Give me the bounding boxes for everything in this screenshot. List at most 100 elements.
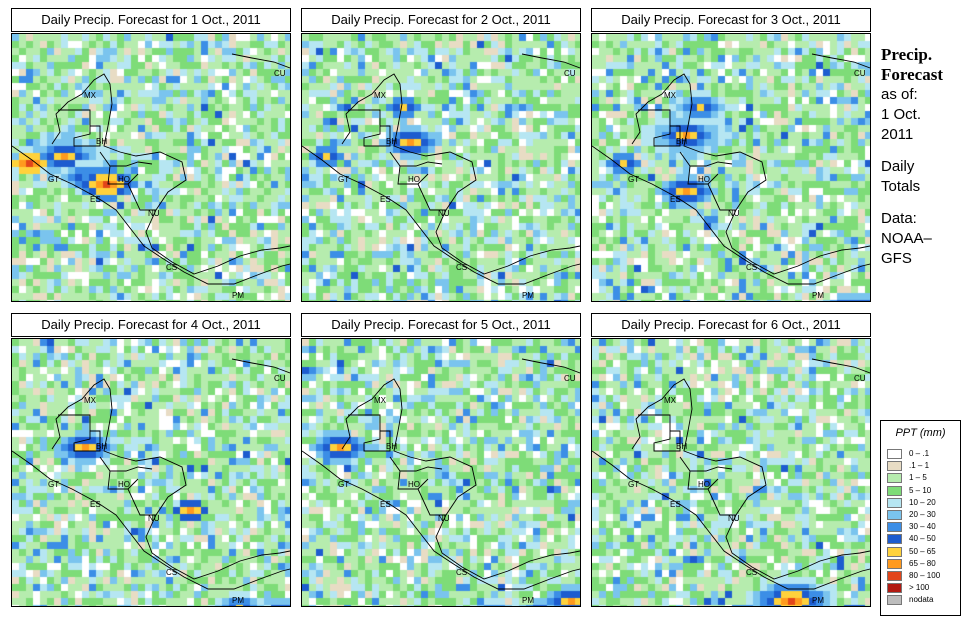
country-label: GT [338, 480, 349, 489]
panel-title: Daily Precip. Forecast for 5 Oct., 2011 [301, 313, 581, 337]
data-line-3: GFS [881, 250, 912, 267]
precip-grid [12, 339, 290, 606]
legend-swatch [887, 485, 902, 496]
country-label: PM [812, 291, 824, 300]
country-label: CS [746, 568, 757, 577]
forecast-info: Precip. Forecast as of: 1 Oct. 2011 Dail… [881, 45, 961, 269]
coastline [12, 450, 290, 590]
forecast-panel-4: Daily Precip. Forecast for 4 Oct., 2011 … [11, 313, 291, 608]
country-border [638, 414, 736, 516]
heading-line-1: Precip. [881, 45, 933, 64]
country-label: PM [522, 596, 534, 605]
legend-swatch [887, 449, 902, 459]
legend-swatch [887, 583, 902, 594]
country-label: NU [728, 209, 740, 218]
panel-title: Daily Precip. Forecast for 1 Oct., 2011 [11, 8, 291, 32]
country-label: ES [670, 500, 681, 509]
precip-map: MX BH GT HO ES NU CS PM CU [301, 33, 581, 302]
country-label: CU [564, 69, 576, 78]
country-label: PM [232, 291, 244, 300]
country-label: CU [854, 69, 866, 78]
map-outline: MX BH GT HO ES NU CS PM CU [302, 358, 580, 605]
country-label: HO [118, 480, 130, 489]
country-label: MX [664, 396, 677, 405]
legend-swatch [887, 473, 902, 484]
coastline [51, 73, 290, 275]
coastline [592, 450, 870, 590]
legend-label: 80 – 100 [909, 571, 941, 580]
legend-swatch [887, 571, 902, 581]
country-label: MX [84, 396, 97, 405]
date-line-2: 2011 [881, 126, 914, 143]
legend-label: .1 – 1 [909, 461, 930, 471]
country-label: GT [48, 480, 59, 489]
legend-swatch [887, 522, 902, 533]
legend-item: nodata [887, 595, 957, 606]
country-border [348, 109, 446, 211]
panel-title: Daily Precip. Forecast for 3 Oct., 2011 [591, 8, 871, 32]
precip-map: MX BH GT HO ES NU CS PM CU [591, 338, 871, 607]
legend-item: 1 – 5 [887, 473, 957, 484]
country-label: NU [148, 209, 160, 218]
legend-item: 20 – 30 [887, 510, 957, 521]
precip-map: MX BH GT HO ES NU CS PM CU [11, 338, 291, 607]
precip-grid [592, 339, 870, 606]
coastline [592, 145, 870, 285]
coastline [302, 450, 580, 590]
country-label: BH [96, 137, 107, 146]
precip-grid [592, 34, 870, 301]
precip-map: MX BH GT HO ES NU CS PM CU [591, 33, 871, 302]
data-line-1: Data: [881, 210, 917, 227]
map-outline: MX BH GT HO ES NU CS PM CU [592, 358, 870, 605]
country-label: CS [456, 568, 467, 577]
country-border [58, 414, 156, 516]
legend-item: .1 – 1 [887, 461, 957, 472]
daily-line-2: Totals [881, 178, 921, 195]
legend-item: > 100 [887, 583, 957, 594]
country-label: ES [380, 195, 391, 204]
coastline [231, 358, 290, 374]
country-border [638, 109, 736, 211]
coastline [631, 378, 870, 580]
legend-item: 30 – 40 [887, 522, 957, 533]
coastline [302, 145, 580, 285]
legend-item: 40 – 50 [887, 534, 957, 545]
country-label: PM [522, 291, 534, 300]
legend-label: 30 – 40 [909, 522, 936, 532]
ppt-legend: PPT (mm) 0 – .1 .1 – 1 1 – 5 5 – 10 10 – 20 2… [880, 420, 961, 616]
country-label: HO [408, 175, 420, 184]
country-label: CS [456, 263, 467, 272]
forecast-panel-5: Daily Precip. Forecast for 5 Oct., 2011 … [301, 313, 581, 608]
heading-line-2: Forecast [881, 65, 943, 84]
coastline [12, 145, 290, 285]
forecast-panel-6: Daily Precip. Forecast for 6 Oct., 2011 … [591, 313, 871, 608]
legend-label: nodata [909, 595, 934, 605]
map-outline: MX BH GT HO ES NU CS PM CU [302, 53, 580, 300]
country-label: CU [274, 374, 286, 383]
legend-swatch [887, 510, 902, 520]
country-label: BH [676, 137, 687, 146]
coastline [521, 358, 580, 374]
map-outline: MX BH GT HO ES NU CS PM CU [12, 358, 290, 605]
map-outline: MX BH GT HO ES NU CS PM CU [592, 53, 870, 300]
country-label: MX [84, 91, 97, 100]
country-label: CS [166, 568, 177, 577]
precip-map: MX BH GT HO ES NU CS PM CU [301, 338, 581, 607]
country-label: GT [48, 175, 59, 184]
country-label: HO [408, 480, 420, 489]
legend-item: 5 – 10 [887, 485, 957, 497]
precip-map: MX BH GT HO ES NU CS PM CU [11, 33, 291, 302]
country-label: BH [96, 442, 107, 451]
coastline [811, 53, 870, 69]
country-label: MX [664, 91, 677, 100]
legend-swatch [887, 558, 902, 569]
legend-label: 10 – 20 [909, 497, 936, 507]
legend-swatch [887, 546, 902, 557]
legend-label: 65 – 80 [909, 558, 936, 568]
country-label: CU [274, 69, 286, 78]
forecast-panel-1: Daily Precip. Forecast for 1 Oct., 2011 … [11, 8, 291, 303]
legend-label: 20 – 30 [909, 510, 936, 519]
country-label: ES [90, 195, 101, 204]
legend-label: 0 – .1 [909, 449, 930, 458]
country-label: CS [746, 263, 757, 272]
